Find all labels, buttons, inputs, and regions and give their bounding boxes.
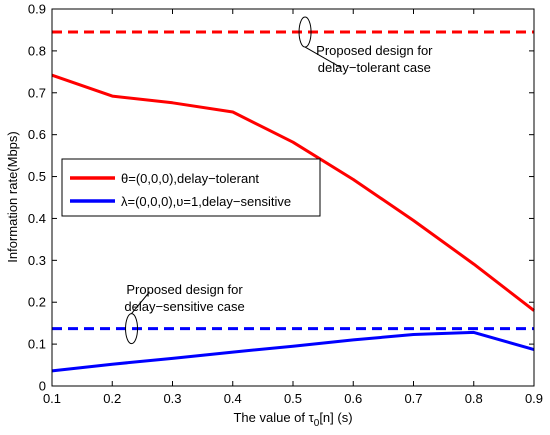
- annotation-text: Proposed design for: [126, 282, 243, 297]
- y-axis-title: Information rate(Mbps): [5, 131, 20, 263]
- y-tick-label: 0.1: [28, 337, 46, 352]
- y-tick-label: 0: [39, 379, 46, 394]
- annotation-text: delay−sensitive case: [124, 299, 244, 314]
- x-tick-label: 0.9: [525, 391, 543, 406]
- series-layer: [51, 30, 535, 373]
- y-tick-label: 0.8: [28, 43, 46, 58]
- y-axis-ticks: 0 0.1 0.2 0.3 0.4 0.5 0.6 0.7 0.8 0.9: [28, 2, 534, 394]
- legend-label-delay-tolerant: θ=(0,0,0),delay−tolerant: [121, 171, 259, 186]
- legend-label-delay-sensitive: λ=(0,0,0),υ=1,delay−sensitive: [121, 194, 291, 209]
- y-tick-label: 0.4: [28, 211, 46, 226]
- annotation-layer: Proposed design for delay−tolerant case Pr…: [124, 16, 433, 345]
- plot-frame: [51, 8, 535, 387]
- x-tick-label: 0.8: [465, 391, 483, 406]
- x-axis-title-suffix: [n] (s): [319, 410, 352, 425]
- x-tick-label: 0.7: [404, 391, 422, 406]
- x-tick-label: 0.4: [224, 391, 242, 406]
- x-tick-label: 0.2: [103, 391, 121, 406]
- annotation-text: delay−tolerant case: [318, 60, 431, 75]
- series-delay-sensitive-line: [51, 330, 535, 373]
- x-tick-label: 0.6: [344, 391, 362, 406]
- y-tick-label: 0.2: [28, 295, 46, 310]
- annotation-text: Proposed design for: [316, 43, 433, 58]
- y-tick-label: 0.3: [28, 253, 46, 268]
- annotation-pointer: [304, 46, 342, 69]
- series-delay-tolerant-line: [51, 73, 535, 312]
- legend-box: [61, 158, 321, 217]
- y-tick-label: 0.7: [28, 85, 46, 100]
- y-tick-label: 0.9: [28, 2, 46, 17]
- x-axis-ticks: 0.1 0.2 0.3 0.4 0.5 0.6 0.7 0.8 0.9: [43, 9, 543, 406]
- x-tick-label: 0.3: [163, 391, 181, 406]
- annotation-pointer: [131, 291, 150, 314]
- x-tick-label: 0.1: [43, 391, 61, 406]
- x-axis-title: The value of τ0[n] (s): [233, 410, 352, 429]
- x-axis-title-subscript: 0: [314, 418, 320, 429]
- x-axis-title-prefix: The value of τ: [233, 410, 314, 425]
- y-tick-label: 0.6: [28, 127, 46, 142]
- legend: θ=(0,0,0),delay−tolerant λ=(0,0,0),υ=1,d…: [61, 158, 321, 217]
- x-tick-label: 0.5: [284, 391, 302, 406]
- y-tick-label: 0.5: [28, 169, 46, 184]
